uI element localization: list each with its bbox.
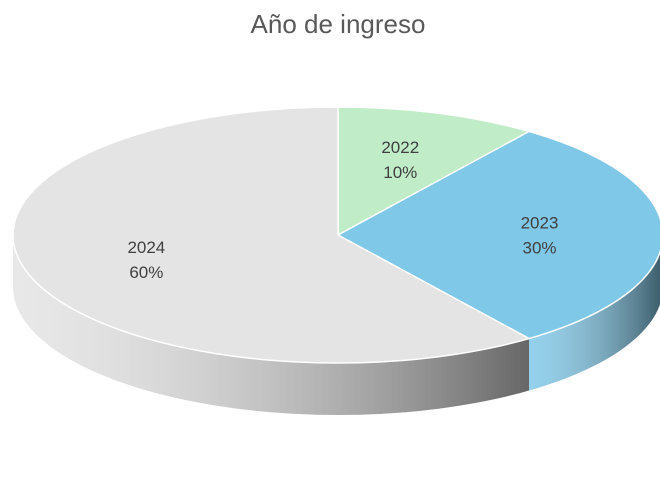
slice-label: 2023 [521, 213, 559, 232]
slice-label: 2022 [381, 138, 419, 157]
slice [337, 106, 532, 237]
slice-label: 2024 [127, 238, 165, 257]
slice-value-label: 60% [129, 263, 163, 282]
slice-value-label: 10% [383, 163, 417, 182]
slice-value-label: 30% [522, 238, 556, 257]
slice-side-shade [529, 252, 660, 391]
slice [336, 130, 660, 340]
chart-title: Año de ingreso [251, 9, 426, 39]
slice-side-shade [13, 235, 530, 415]
slice [12, 106, 532, 364]
